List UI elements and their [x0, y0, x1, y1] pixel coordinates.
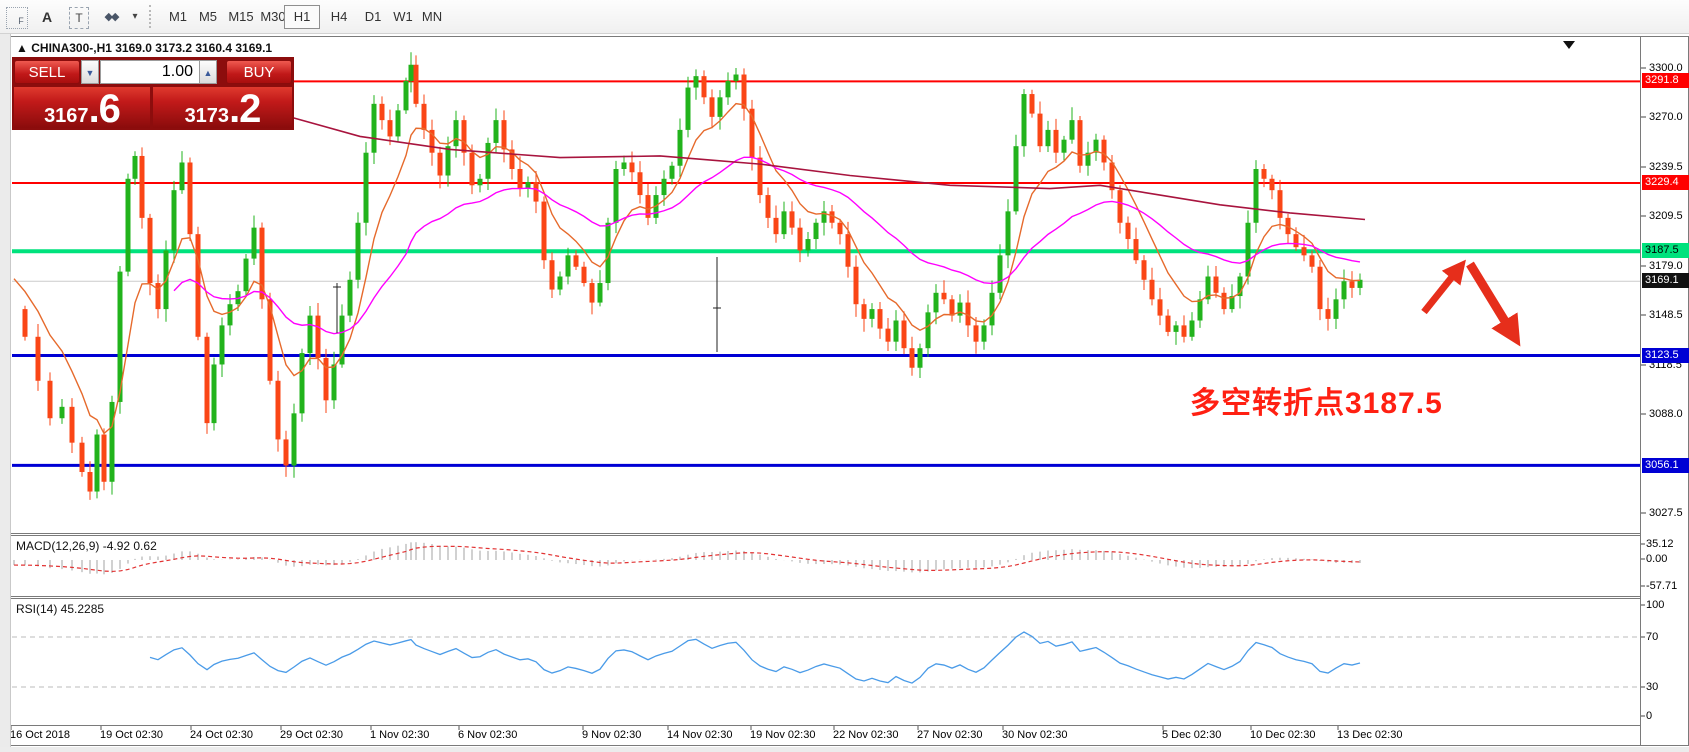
collapse-triangle-icon[interactable]: ▲ [16, 41, 28, 55]
time-axis-label: 16 Oct 2018 [10, 729, 70, 741]
time-axis-label: 22 Nov 02:30 [833, 729, 899, 741]
window-bottom-edge [0, 747, 1689, 752]
text-box-icon[interactable]: T [69, 7, 89, 29]
time-axis-label: 27 Nov 02:30 [917, 729, 983, 741]
rsi-axis-tick: 70 [1646, 631, 1659, 643]
buy-button[interactable]: BUY [226, 60, 292, 84]
scroll-marker-icon [1563, 41, 1575, 49]
timeframe-button-w1[interactable]: W1 [393, 9, 413, 24]
time-axis-label: 14 Nov 02:30 [667, 729, 733, 741]
analysis-annotation-text: 多空转折点3187.5 [1190, 387, 1443, 420]
timeframe-button-h1[interactable]: H1 [284, 5, 320, 29]
timeframe-button-m1[interactable]: M1 [168, 9, 188, 24]
time-axis-label: 19 Nov 02:30 [750, 729, 816, 741]
timeframe-button-d1[interactable]: D1 [364, 9, 382, 24]
price-badge-3056.1: 3056.1 [1642, 458, 1689, 473]
time-axis-label: 19 Oct 02:30 [100, 729, 163, 741]
volume-up-button[interactable]: ▲ [199, 60, 217, 84]
price-axis-tick: 3088.0 [1649, 408, 1683, 420]
price-badge-3169.1: 3169.1 [1642, 273, 1689, 288]
time-axis-label: 10 Dec 02:30 [1250, 729, 1316, 741]
rsi-panel [12, 631, 1640, 688]
rsi-axis-tick: 0 [1646, 710, 1653, 722]
time-axis-label: 9 Nov 02:30 [582, 729, 642, 741]
timeframe-button-m5[interactable]: M5 [198, 9, 218, 24]
timeframe-button-mn[interactable]: MN [421, 9, 443, 24]
ask-price-display[interactable]: 3173.2 [153, 87, 292, 131]
one-click-trading-panel: SELL ▼ 1.00 ▲ BUY 3167.6 3173.2 [12, 57, 294, 131]
price-axis-tick: 3027.5 [1649, 507, 1683, 519]
top-toolbar: F A T ◆◆ ▾ M1 M5 M15 M30 H1 H4 D1 W1 MN [0, 0, 1689, 34]
price-axis-tick: 3179.0 [1649, 260, 1683, 272]
red-trend-arrow [1421, 259, 1466, 315]
bid-price-display[interactable]: 3167.6 [14, 87, 150, 131]
time-axis-label: 30 Nov 02:30 [1002, 729, 1068, 741]
volume-down-button[interactable]: ▼ [81, 60, 99, 84]
left-dock-strip [0, 33, 11, 752]
price-axis-tick: 3270.0 [1649, 111, 1683, 123]
sell-button[interactable]: SELL [14, 60, 80, 84]
chart-symbol-title: ▲ CHINA300-,H1 3169.0 3173.2 3160.4 3169… [16, 41, 273, 55]
chevron-down-icon[interactable]: ▾ [132, 11, 138, 22]
timeframe-button-h4[interactable]: H4 [330, 9, 348, 24]
macd-axis-tick: 35.12 [1646, 538, 1674, 550]
macd-panel [13, 542, 1361, 575]
price-badge-3187.5: 3187.5 [1642, 243, 1689, 258]
macd-axis-tick: -57.71 [1646, 580, 1678, 592]
macd-indicator-label: MACD(12,26,9) -4.92 0.62 [16, 539, 157, 553]
time-axis-label: 29 Oct 02:30 [280, 729, 343, 741]
price-badge-3291.8: 3291.8 [1642, 73, 1689, 88]
rsi-axis-tick: 100 [1646, 599, 1665, 611]
price-axis-tick: 3148.5 [1649, 309, 1683, 321]
time-axis-label: 24 Oct 02:30 [190, 729, 253, 741]
volume-input[interactable]: 1.00 [100, 60, 200, 84]
price-badge-3229.4: 3229.4 [1642, 175, 1689, 190]
grid-f-icon[interactable]: F [6, 7, 28, 29]
timeframe-button-m30[interactable]: M30 [260, 9, 286, 24]
rsi-indicator-label: RSI(14) 45.2285 [16, 602, 105, 616]
shapes-icon[interactable]: ◆◆ [104, 11, 120, 23]
price-axis-tick: 3239.5 [1649, 161, 1683, 173]
red-trend-arrow [1466, 261, 1521, 347]
time-axis-label: 13 Dec 02:30 [1337, 729, 1403, 741]
text-label-icon[interactable]: A [41, 9, 53, 25]
price-badge-3123.5: 3123.5 [1642, 348, 1689, 363]
timeframe-button-m15[interactable]: M15 [228, 9, 254, 24]
time-axis-label: 6 Nov 02:30 [458, 729, 518, 741]
rsi-axis-tick: 30 [1646, 681, 1659, 693]
price-axis-tick: 3209.5 [1649, 210, 1683, 222]
toolbar-separator [149, 5, 151, 28]
time-axis-label: 1 Nov 02:30 [370, 729, 430, 741]
macd-axis-tick: 0.00 [1646, 553, 1668, 565]
time-axis-label: 5 Dec 02:30 [1162, 729, 1222, 741]
